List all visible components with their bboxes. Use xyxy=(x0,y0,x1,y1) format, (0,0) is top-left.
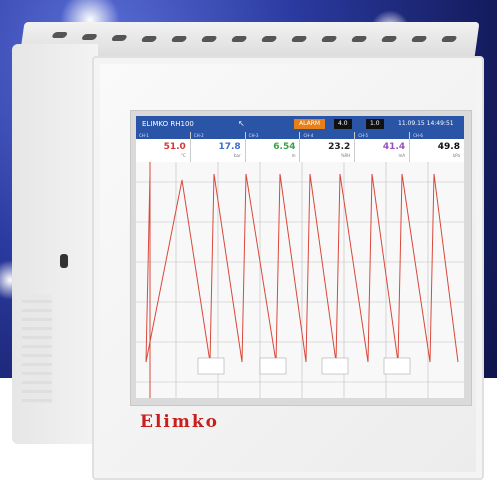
channel-unit: bar xyxy=(234,153,241,158)
trend-line xyxy=(145,173,459,363)
channel-unit: mA xyxy=(398,153,406,158)
channel-name: CH-5 xyxy=(355,132,410,139)
brand-logo: Elimko xyxy=(140,412,219,432)
channel-value: 41.4 xyxy=(382,142,406,152)
screen-title: ELIMKO RH100 xyxy=(142,120,194,128)
channel-box[interactable]: CH-1 51.0 °C xyxy=(136,132,191,162)
channel-unit: m xyxy=(291,153,296,158)
channel-value: 6.54 xyxy=(273,142,296,152)
function-button-1[interactable]: 4.0 xyxy=(334,119,352,129)
channel-value-row: CH-1 51.0 °C CH-2 17.8 bar CH-3 6.54 m xyxy=(136,132,464,162)
side-label xyxy=(22,294,52,404)
channel-value: 49.8 xyxy=(437,142,460,152)
channel-box[interactable]: CH-4 23.2 %RH xyxy=(300,132,356,162)
channel-box[interactable]: CH-6 49.8 kPa xyxy=(410,132,464,162)
channel-name: CH-1 xyxy=(136,132,190,139)
channel-value: 23.2 xyxy=(328,142,351,152)
vent-slot xyxy=(80,34,98,40)
vent-slot xyxy=(290,36,308,42)
vent-slot xyxy=(140,36,158,42)
vent-slot xyxy=(410,36,428,42)
time-markers xyxy=(197,357,411,375)
vent-slot xyxy=(170,36,188,42)
chart-grid xyxy=(136,162,464,398)
channel-value: 17.8 xyxy=(218,142,241,152)
device-side-panel xyxy=(12,44,98,444)
vent-slot xyxy=(350,36,368,42)
mounting-hole xyxy=(60,254,68,268)
cursor-icon: ↖ xyxy=(238,119,245,128)
channel-value: 51.0 xyxy=(163,142,186,152)
vent-slot xyxy=(230,36,248,42)
function-button-2[interactable]: 1.0 xyxy=(366,119,384,129)
vent-slot xyxy=(320,36,338,42)
vent-slot xyxy=(51,32,69,38)
alarm-status-badge[interactable]: ALARM xyxy=(294,119,326,129)
channel-box[interactable]: CH-2 17.8 bar xyxy=(190,132,246,162)
paperless-recorder-device: ELIMKO RH100 ↖ ALARM 4.0 1.0 11.09.15 14… xyxy=(12,22,484,480)
channel-box[interactable]: CH-5 41.4 mA xyxy=(355,132,411,162)
channel-name: CH-2 xyxy=(190,132,245,139)
display-screen: ELIMKO RH100 ↖ ALARM 4.0 1.0 11.09.15 14… xyxy=(136,116,464,398)
vent-slot xyxy=(260,36,278,42)
channel-name: CH-6 xyxy=(410,132,464,139)
channel-name: CH-3 xyxy=(245,132,300,139)
trend-chart xyxy=(136,162,464,398)
vent-slot xyxy=(200,36,218,42)
channel-unit: kPa xyxy=(452,153,460,158)
datetime-readout: 11.09.15 14:49:51 xyxy=(398,120,454,127)
vent-slot xyxy=(110,35,128,41)
channel-box[interactable]: CH-3 6.54 m xyxy=(245,132,301,162)
screen-title-bar: ELIMKO RH100 ↖ ALARM 4.0 1.0 11.09.15 14… xyxy=(136,116,464,132)
vent-slot xyxy=(440,36,458,42)
vent-slot xyxy=(380,36,398,42)
device-front-panel: ELIMKO RH100 ↖ ALARM 4.0 1.0 11.09.15 14… xyxy=(92,56,484,480)
channel-name: CH-4 xyxy=(300,132,355,139)
channel-unit: %RH xyxy=(340,153,351,158)
channel-unit: °C xyxy=(181,153,186,158)
